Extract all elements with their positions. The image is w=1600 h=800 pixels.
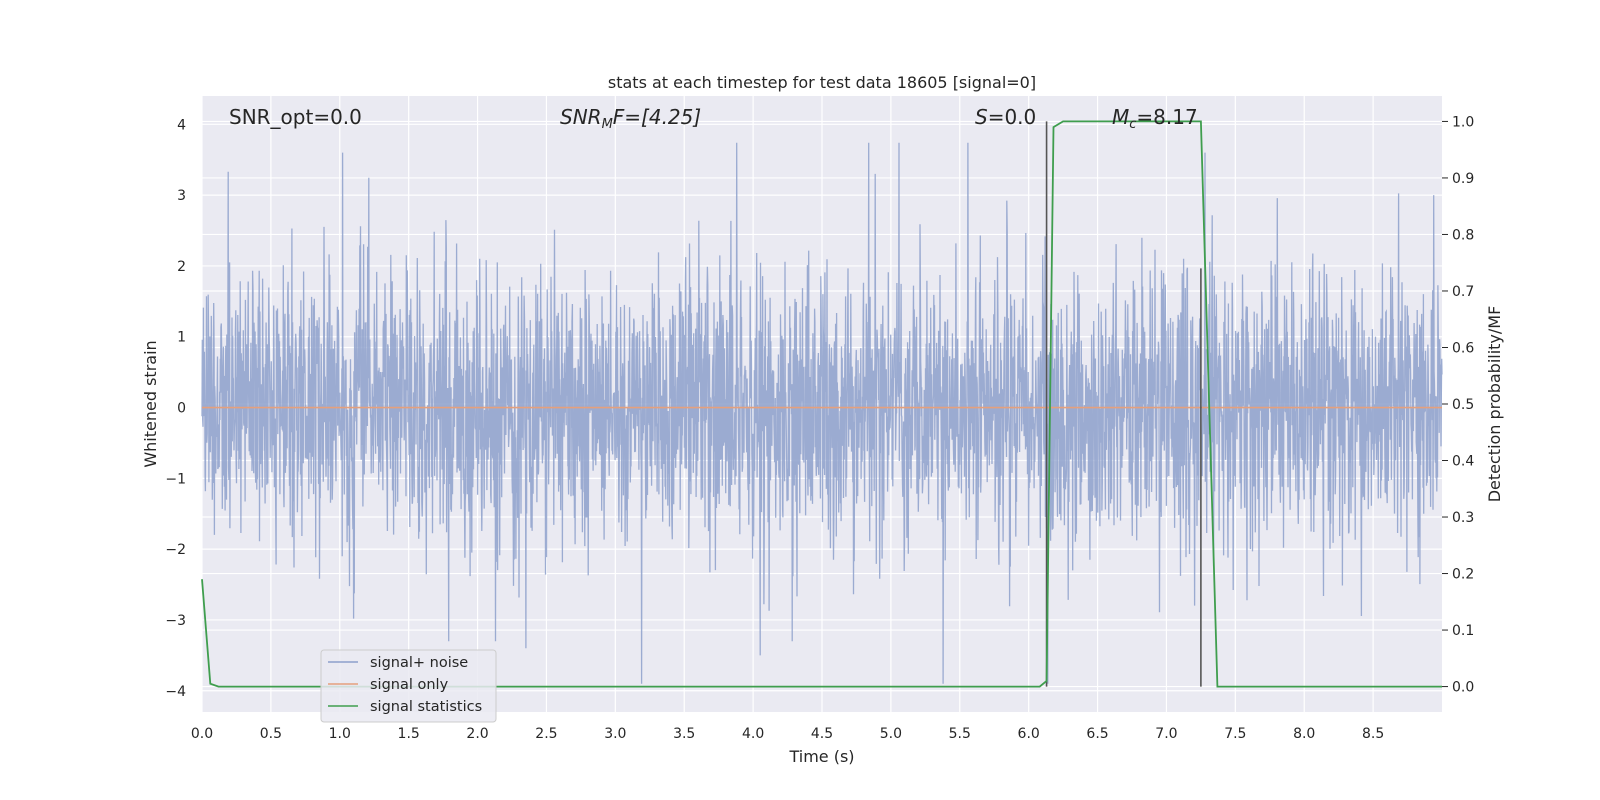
y-left-tick-label: 2	[177, 259, 186, 275]
x-tick-label: 8.5	[1362, 726, 1384, 742]
noise-series	[201, 142, 1443, 684]
y-left-ticks: 4 3 2 1 0 −1 −2 −3 −4	[165, 117, 186, 699]
y-left-tick-label: −4	[165, 684, 186, 700]
x-tick-label: 2.0	[466, 726, 488, 742]
mc-sub: c	[1129, 117, 1136, 132]
x-tick-label: 5.5	[949, 726, 971, 742]
x-tick-label: 4.0	[742, 726, 764, 742]
x-ticks: 0.0 0.5 1.0 1.5 2.0 2.5 3.0 3.5 4.0 4.5 5.0 5.5 6.0 6…	[191, 726, 1384, 742]
x-tick-label: 0.5	[260, 726, 282, 742]
y-left-tick-label: 3	[177, 188, 186, 204]
snr-mf-annotation: SNRMF=[4.25]	[560, 105, 701, 132]
y-left-tick-label: −3	[165, 613, 186, 629]
y-right-tick-label: 0.6	[1452, 340, 1474, 356]
y-right-tick-label: 0.1	[1452, 623, 1474, 639]
s-tail: =0.0	[988, 105, 1037, 129]
y-left-tick-label: 0	[177, 401, 186, 417]
y-right-tick-label: 0.5	[1452, 397, 1474, 413]
x-tick-label: 3.5	[673, 726, 695, 742]
y-right-ticks: 1.0 0.9 0.8 0.7 0.6 0.5 0.4 0.3 0.2 0.1 0.0	[1442, 114, 1474, 696]
y-left-tick-label: 4	[177, 117, 186, 133]
x-axis-label: Time (s)	[788, 747, 854, 766]
legend-label-signal-statistics: signal statistics	[370, 699, 482, 715]
x-tick-label: 8.0	[1293, 726, 1315, 742]
mc-annotation: Mc=8.17	[1112, 105, 1198, 132]
x-tick-label: 1.5	[398, 726, 420, 742]
y-right-tick-label: 1.0	[1452, 114, 1474, 130]
y-left-tick-label: −2	[165, 542, 186, 558]
s-annotation: S=0.0	[975, 105, 1036, 129]
y-right-tick-label: 0.7	[1452, 284, 1474, 300]
x-tick-label: 1.0	[329, 726, 351, 742]
snr-mf-tail: F=[4.25]	[613, 105, 701, 129]
legend: signal+ noise signal only signal statist…	[320, 649, 497, 723]
x-tick-label: 4.5	[811, 726, 833, 742]
y-left-tick-label: −1	[165, 471, 186, 487]
legend-label-signal-noise: signal+ noise	[370, 655, 468, 671]
snr-mf-main: SNR	[560, 105, 602, 129]
series-signal-noise	[201, 142, 1443, 684]
s-main: S	[975, 105, 988, 129]
x-tick-label: 2.5	[535, 726, 557, 742]
legend-box	[320, 649, 497, 723]
y-left-tick-label: 1	[177, 330, 186, 346]
legend-label-signal-only: signal only	[370, 677, 449, 693]
x-tick-label: 3.0	[604, 726, 626, 742]
mc-tail: =8.17	[1136, 105, 1197, 129]
y-right-tick-label: 0.9	[1452, 171, 1474, 187]
chart-title: stats at each timestep for test data 186…	[608, 73, 1036, 92]
y-right-tick-label: 0.8	[1452, 227, 1474, 243]
x-tick-label: 6.0	[1018, 726, 1040, 742]
x-tick-label: 5.0	[880, 726, 902, 742]
mc-main: M	[1112, 105, 1129, 129]
x-tick-label: 6.5	[1086, 726, 1108, 742]
x-tick-label: 7.5	[1224, 726, 1246, 742]
snr-opt-annotation: SNR_opt=0.0	[229, 105, 362, 129]
snr-mf-sub: M	[602, 117, 613, 132]
y-right-tick-label: 0.2	[1452, 567, 1474, 583]
y-right-axis-label: Detection probability/MF	[1485, 306, 1504, 503]
y-left-axis-label: Whitened strain	[141, 340, 160, 467]
y-right-tick-label: 0.0	[1452, 680, 1474, 696]
y-right-tick-label: 0.3	[1452, 510, 1474, 526]
x-tick-label: 0.0	[191, 726, 213, 742]
y-right-tick-label: 0.4	[1452, 454, 1474, 470]
x-tick-label: 7.0	[1155, 726, 1177, 742]
